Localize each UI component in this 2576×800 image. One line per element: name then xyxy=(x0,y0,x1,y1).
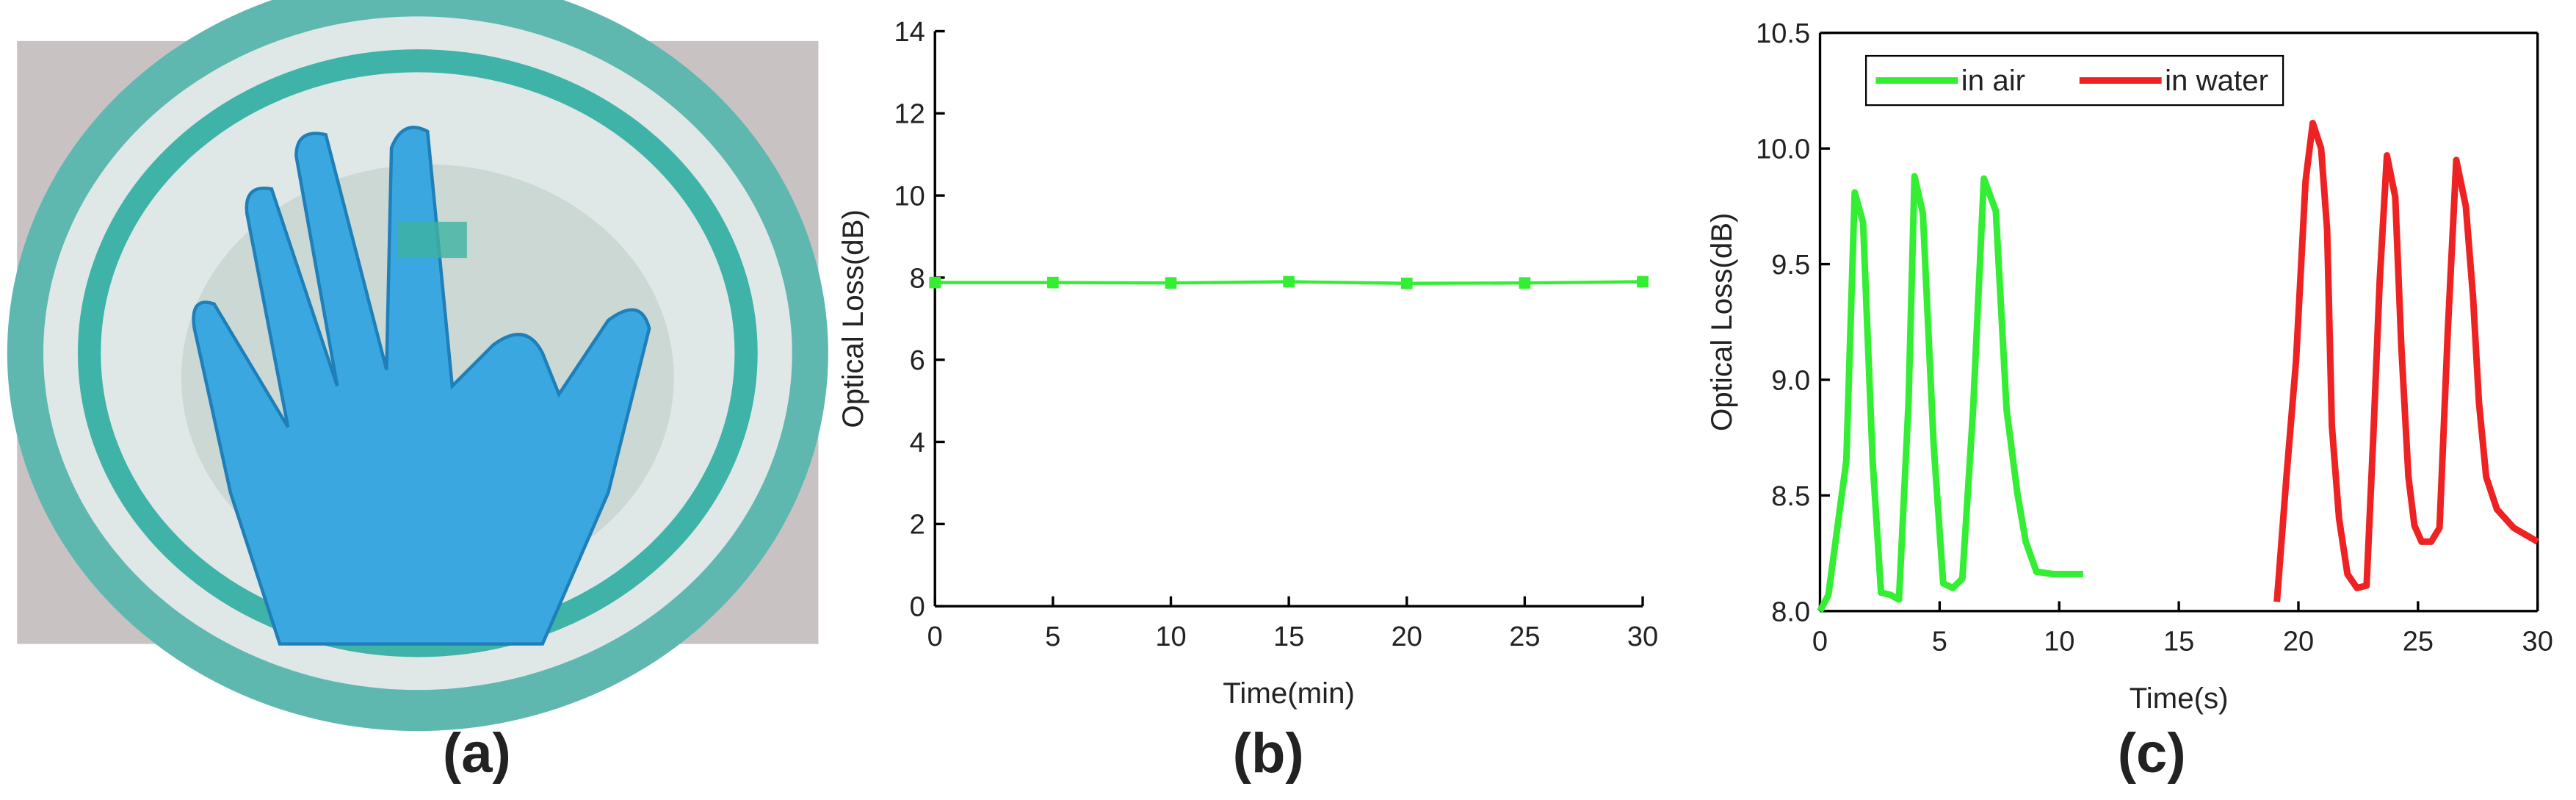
marker xyxy=(929,276,941,289)
marker xyxy=(1047,276,1059,289)
y-axis-title: Optical Loss(dB) xyxy=(836,209,869,428)
x-tick-label: 10 xyxy=(1155,621,1186,652)
y-tick-label: 9.0 xyxy=(1771,365,1810,396)
x-tick-label: 25 xyxy=(1509,621,1540,652)
chart: 8.0 8.5 9.0 9.5 10.0 10.5 0 5 10 15 20 25 30 Time(s) O… xyxy=(1705,18,2553,785)
x-tick-label: 20 xyxy=(2283,627,2314,657)
y-tick-label: 8.5 xyxy=(1771,481,1810,512)
y-tick-label: 8 xyxy=(910,263,925,294)
marker xyxy=(1400,277,1413,289)
x-axis-title: Time(s) xyxy=(2130,682,2229,715)
x-tick-label: 10 xyxy=(2044,627,2074,657)
legend-label: in water xyxy=(2165,64,2268,97)
y-tick-label: 10.5 xyxy=(1756,18,1810,49)
y-tick-label: 8.0 xyxy=(1771,597,1810,627)
marker xyxy=(1519,277,1531,289)
x-tick-label: 15 xyxy=(2163,627,2194,657)
data-line xyxy=(1817,173,2083,613)
legend: in air in water xyxy=(1865,54,2284,107)
y-tick-label: 9.5 xyxy=(1771,250,1810,281)
photo: (a) xyxy=(7,0,828,785)
y-tick-label: 2 xyxy=(910,510,925,541)
x-tick-label: 15 xyxy=(1273,621,1304,652)
x-axis-title: Time(min) xyxy=(1223,677,1355,710)
y-tick-label: 0 xyxy=(910,592,925,623)
x-tick-label: 0 xyxy=(1812,627,1828,657)
marker xyxy=(1283,275,1295,288)
panel-caption: (a) xyxy=(443,722,511,785)
legend-label: in air xyxy=(1961,64,2025,97)
y-tick-label: 12 xyxy=(894,99,925,130)
y-tick-label: 14 xyxy=(894,17,925,48)
marker xyxy=(1165,277,1177,289)
x-tick-label: 30 xyxy=(2522,627,2553,657)
x-tick-label: 20 xyxy=(1392,621,1422,652)
y-axis-title: Optical Loss(dB) xyxy=(1705,213,1738,432)
x-tick-label: 5 xyxy=(1932,627,1947,657)
marker xyxy=(1637,275,1649,288)
x-tick-label: 5 xyxy=(1045,621,1060,652)
y-tick-label: 10 xyxy=(894,181,925,212)
sensor xyxy=(398,221,467,259)
chart: 0 2 4 6 8 10 12 14 0 5 10 15 20 25 30 Time(min) Optical … xyxy=(836,17,1658,785)
panel-caption: (b) xyxy=(1233,722,1304,785)
gloved-hand xyxy=(192,126,651,646)
y-tick-label: 4 xyxy=(910,428,925,458)
x-tick-label: 25 xyxy=(2403,627,2434,657)
y-tick-label: 10.0 xyxy=(1756,134,1810,165)
x-tick-label: 30 xyxy=(1627,621,1658,652)
y-tick-label: 6 xyxy=(910,345,925,376)
data-line xyxy=(2273,120,2539,602)
panel-caption: (c) xyxy=(2118,722,2186,785)
x-tick-label: 0 xyxy=(927,621,943,652)
